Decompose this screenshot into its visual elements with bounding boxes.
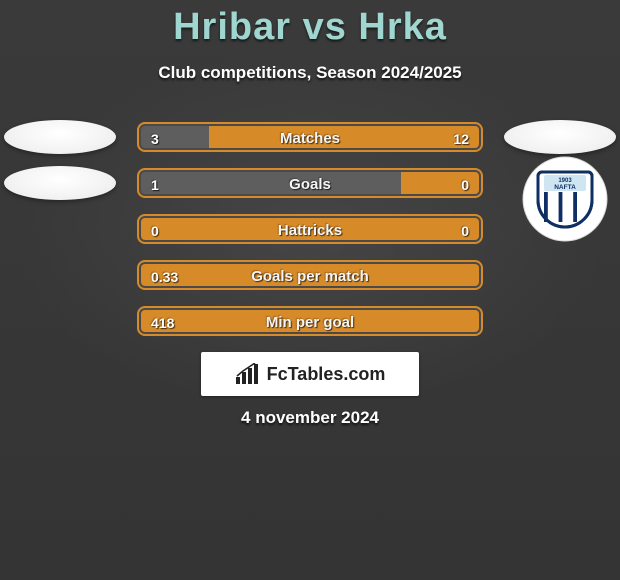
stat-bar: 312Matches (139, 124, 481, 150)
stat-row: 1903 NAFTA 10Goals (0, 156, 620, 202)
stat-metric-label: Matches (141, 126, 479, 150)
stat-row: 418Min per goal (0, 294, 620, 340)
stat-bar: 0.33Goals per match (139, 262, 481, 288)
brand-text: FcTables.com (267, 364, 386, 385)
bars-icon (235, 363, 261, 385)
stat-row: 312Matches (0, 110, 620, 156)
player-left-avatar (4, 120, 116, 154)
subtitle: Club competitions, Season 2024/2025 (0, 63, 620, 83)
stat-bar: 10Goals (139, 170, 481, 196)
date: 4 november 2024 (0, 408, 620, 428)
player-right-avatar (504, 120, 616, 154)
stat-metric-label: Goals (141, 172, 479, 196)
stat-row: 0.33Goals per match (0, 248, 620, 294)
stat-bar: 418Min per goal (139, 308, 481, 334)
player-left-avatar (4, 166, 116, 200)
comparison-chart: 312Matches 1903 NAFTA 10Goals 00Hattricks… (0, 110, 620, 340)
stat-metric-label: Hattricks (141, 218, 479, 242)
page-title: Hribar vs Hrka (0, 0, 620, 49)
stat-row: 00Hattricks (0, 202, 620, 248)
svg-text:NAFTA: NAFTA (554, 184, 576, 191)
stat-metric-label: Goals per match (141, 264, 479, 288)
stat-bar: 00Hattricks (139, 216, 481, 242)
stat-metric-label: Min per goal (141, 310, 479, 334)
fctables-logo: FcTables.com (201, 352, 419, 396)
